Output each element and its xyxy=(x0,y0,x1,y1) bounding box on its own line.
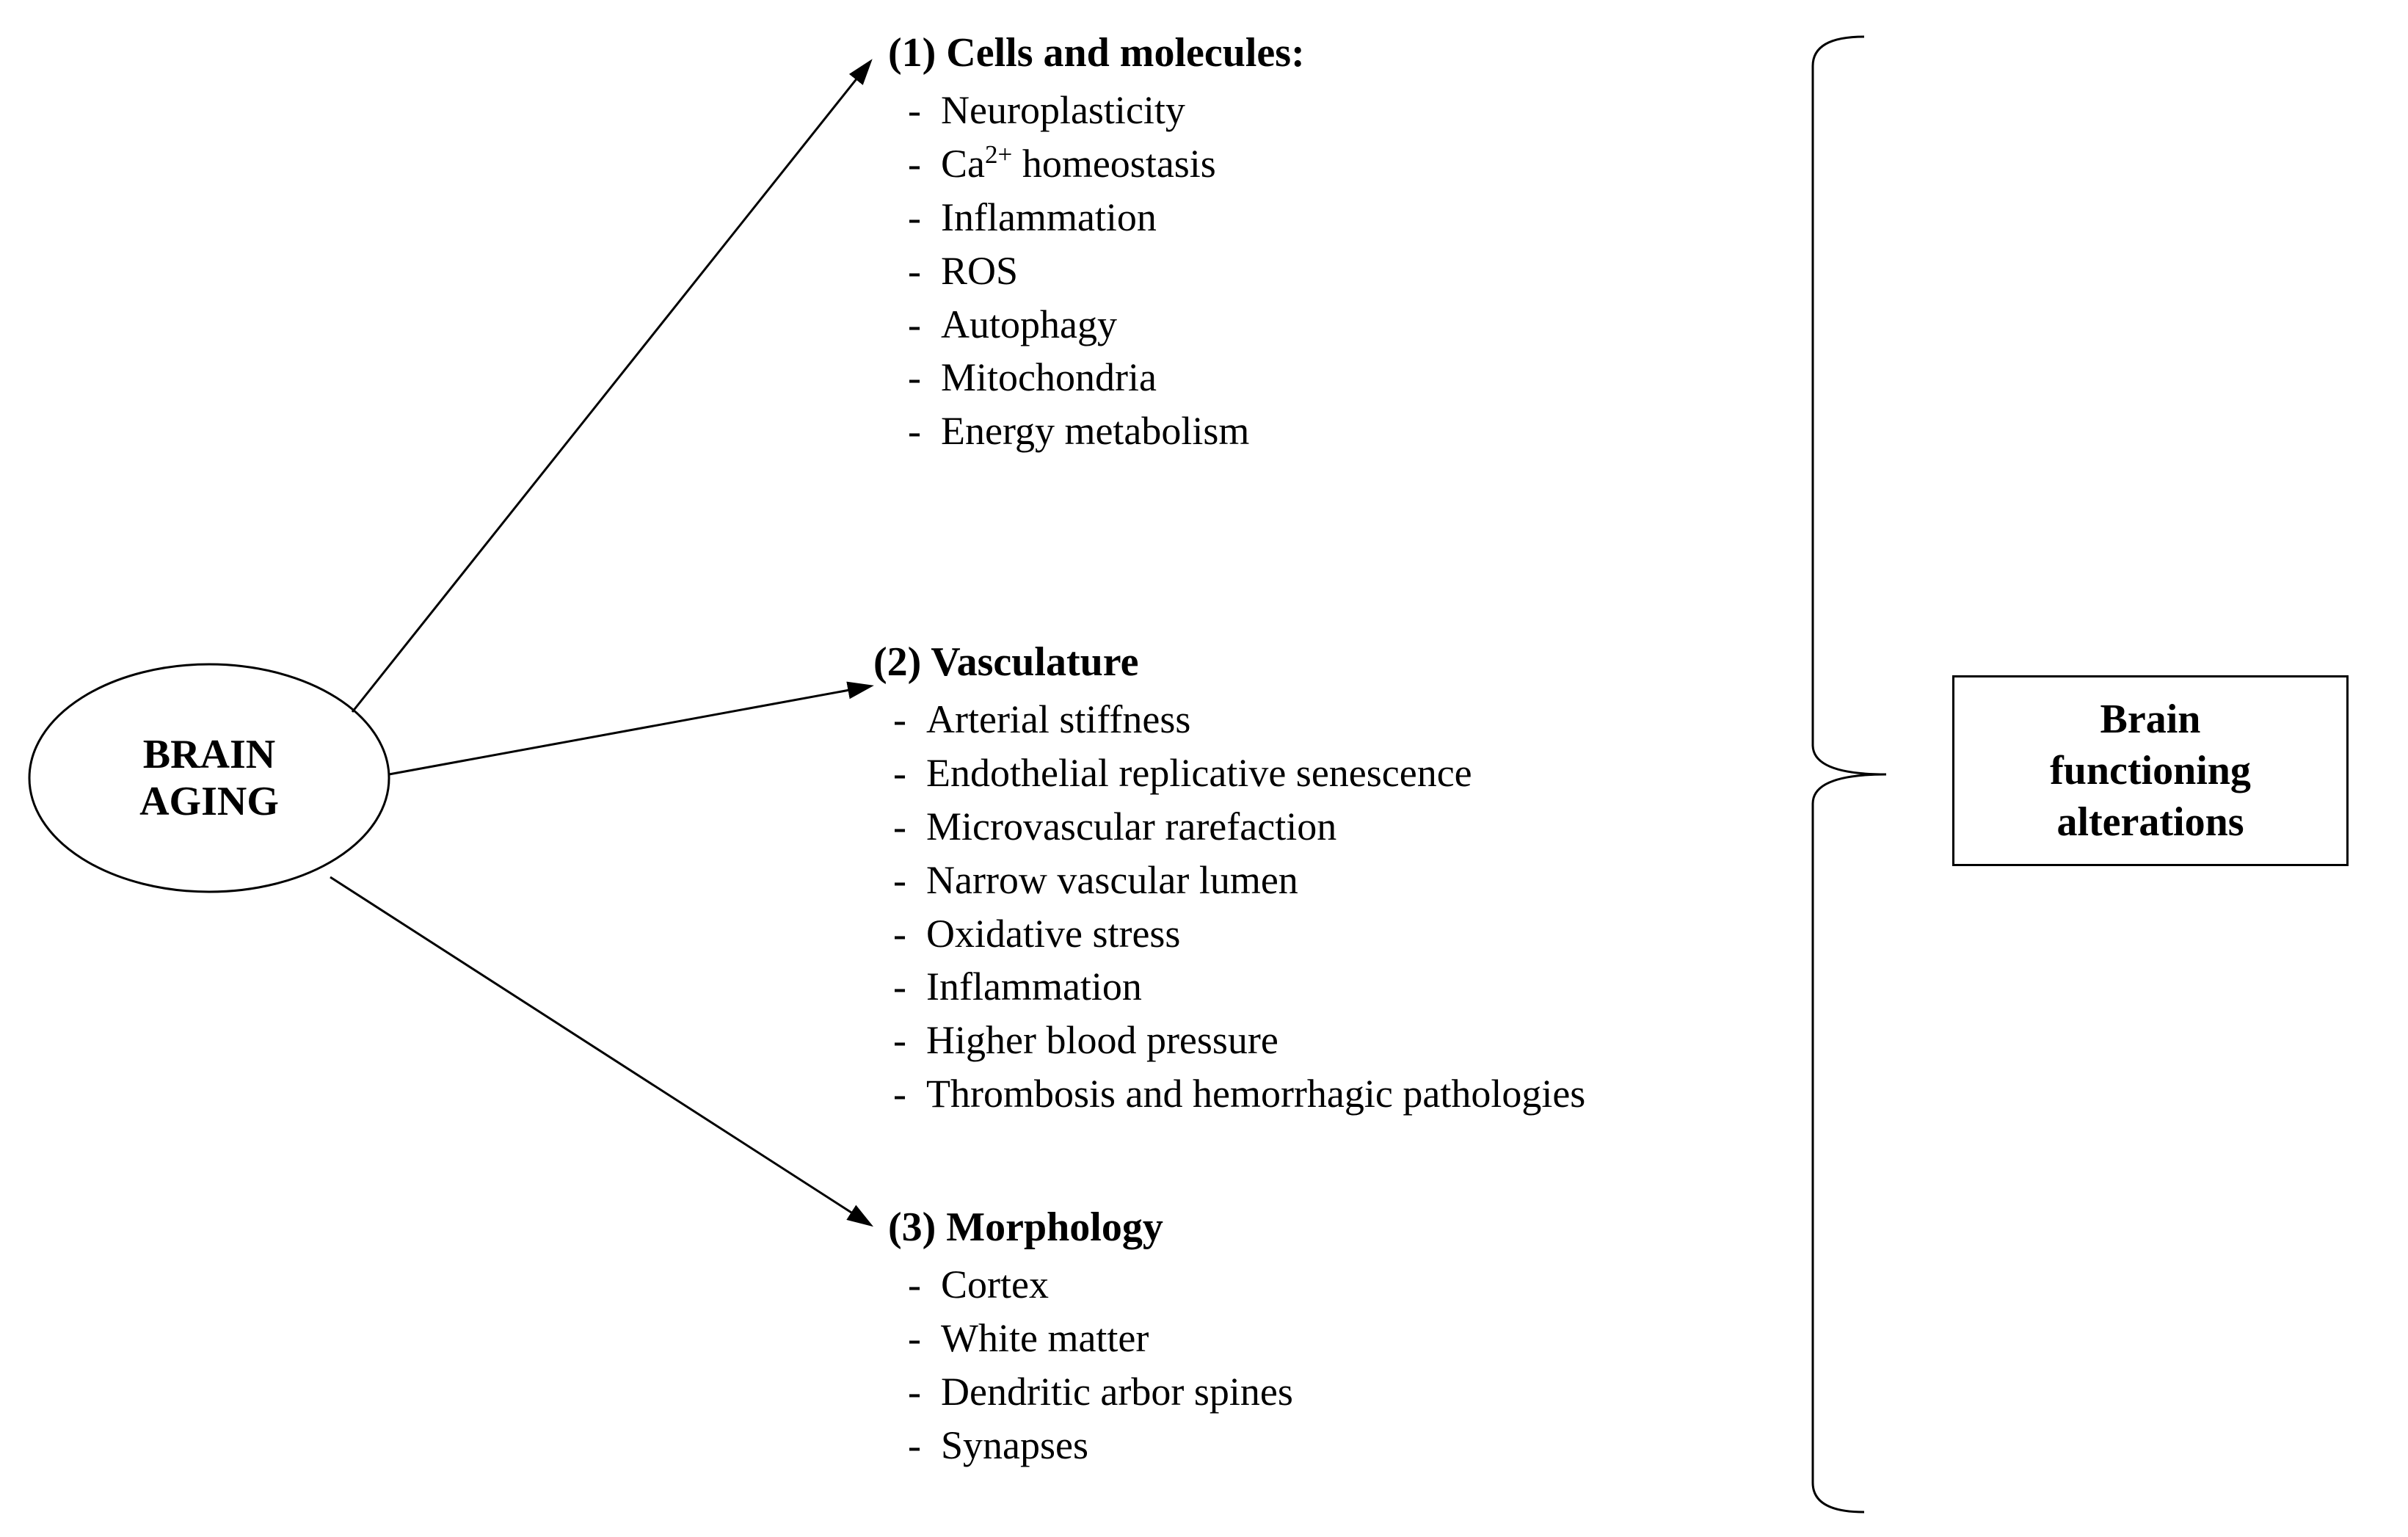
bullet-item: -Mitochondria xyxy=(888,351,1725,404)
bullet-item: -Arterial stiffness xyxy=(873,693,1732,746)
bullet-item: -Oxidative stress xyxy=(873,907,1732,961)
bullet-item: -Inflammation xyxy=(873,960,1732,1014)
brace xyxy=(1813,37,1886,1512)
bullet-text: Inflammation xyxy=(941,191,1725,244)
bullet-item: -Neuroplasticity xyxy=(888,84,1725,137)
bullet-item: -Autophagy xyxy=(888,298,1725,352)
bullet-text: Endothelial replicative senescence xyxy=(926,746,1732,800)
bullet-text: White matter xyxy=(941,1312,1725,1365)
diagram-canvas: BRAIN AGING Brain functioning alteration… xyxy=(0,0,2408,1537)
origin-node: BRAIN AGING xyxy=(29,664,389,892)
bullet-item: -Cortex xyxy=(888,1258,1725,1312)
bullet-dash: - xyxy=(873,854,926,907)
bullet-item: -Narrow vascular lumen xyxy=(873,854,1732,907)
bullet-text: Narrow vascular lumen xyxy=(926,854,1732,907)
bullet-dash: - xyxy=(888,84,941,137)
bullet-dash: - xyxy=(873,1067,926,1121)
bullet-text: ROS xyxy=(941,244,1725,298)
bullet-text: Ca2+ homeostasis xyxy=(941,137,1725,191)
bullet-text: Higher blood pressure xyxy=(926,1014,1732,1067)
bullet-item: -Higher blood pressure xyxy=(873,1014,1732,1067)
result-box: Brain functioning alterations xyxy=(1952,675,2349,866)
bullet-text: Oxidative stress xyxy=(926,907,1732,961)
bullet-text: Thrombosis and hemorrhagic pathologies xyxy=(926,1067,1732,1121)
bullet-item: -Synapses xyxy=(888,1419,1725,1472)
bullet-dash: - xyxy=(888,1258,941,1312)
bullet-dash: - xyxy=(888,1312,941,1365)
bullet-text: Neuroplasticity xyxy=(941,84,1725,137)
bullet-text: Energy metabolism xyxy=(941,404,1725,458)
bullet-text: Arterial stiffness xyxy=(926,693,1732,746)
bullet-dash: - xyxy=(888,244,941,298)
bullet-item: -Thrombosis and hemorrhagic pathologies xyxy=(873,1067,1732,1121)
bullet-item: -Inflammation xyxy=(888,191,1725,244)
bullet-text: Cortex xyxy=(941,1258,1725,1312)
bullet-dash: - xyxy=(888,404,941,458)
bullet-dash: - xyxy=(888,137,941,191)
bullet-dash: - xyxy=(888,191,941,244)
bullet-text: Dendritic arbor spines xyxy=(941,1365,1725,1419)
bullet-dash: - xyxy=(873,693,926,746)
arrow-2 xyxy=(330,877,870,1224)
section-vasculature: (2) Vasculature-Arterial stiffness-Endot… xyxy=(873,639,1732,1121)
bullet-text: Synapses xyxy=(941,1419,1725,1472)
bullet-text: Microvascular rarefaction xyxy=(926,800,1732,854)
bullet-item: -Microvascular rarefaction xyxy=(873,800,1732,854)
bullet-dash: - xyxy=(873,1014,926,1067)
section-cells: (1) Cells and molecules:-Neuroplasticity… xyxy=(888,29,1725,458)
section-title: (2) Vasculature xyxy=(873,639,1732,686)
bullet-text: Inflammation xyxy=(926,960,1732,1014)
bullet-text: Autophagy xyxy=(941,298,1725,352)
bullet-item: -Ca2+ homeostasis xyxy=(888,137,1725,191)
bullet-item: -Dendritic arbor spines xyxy=(888,1365,1725,1419)
bullet-dash: - xyxy=(873,800,926,854)
bullet-dash: - xyxy=(888,298,941,352)
bullet-dash: - xyxy=(873,746,926,800)
bullet-dash: - xyxy=(888,351,941,404)
bullet-dash: - xyxy=(888,1419,941,1472)
section-title: (3) Morphology xyxy=(888,1204,1725,1251)
bullet-dash: - xyxy=(873,907,926,961)
arrow-0 xyxy=(352,62,870,712)
bullet-dash: - xyxy=(888,1365,941,1419)
bullet-item: -ROS xyxy=(888,244,1725,298)
arrow-1 xyxy=(389,686,870,774)
section-title: (1) Cells and molecules: xyxy=(888,29,1725,76)
bullet-item: -Energy metabolism xyxy=(888,404,1725,458)
bullet-item: -White matter xyxy=(888,1312,1725,1365)
bullet-item: -Endothelial replicative senescence xyxy=(873,746,1732,800)
bullet-dash: - xyxy=(873,960,926,1014)
bullet-text: Mitochondria xyxy=(941,351,1725,404)
section-morphology: (3) Morphology-Cortex-White matter-Dendr… xyxy=(888,1204,1725,1472)
